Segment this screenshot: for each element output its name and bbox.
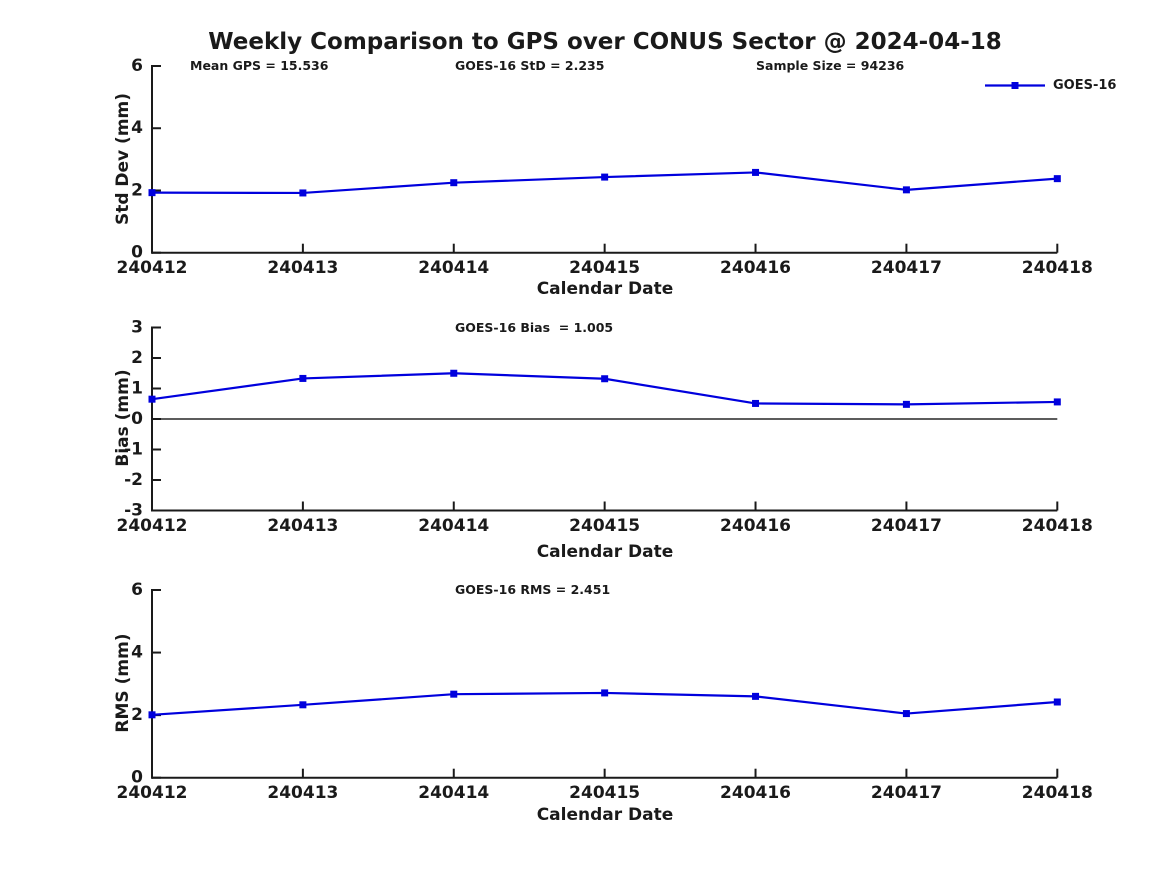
data-point-marker (902, 186, 910, 194)
data-point-marker (1053, 175, 1061, 183)
data-point-marker (148, 189, 156, 197)
x-tick-label: 240415 (569, 516, 640, 536)
x-tick-label: 240418 (1022, 516, 1093, 536)
y-axis-label-bias: Bias (mm) (113, 369, 133, 467)
legend-square-marker-icon (1011, 82, 1019, 89)
y-tick-label: 0 (131, 243, 143, 263)
annotation-mean-gps: Mean GPS = 15.536 (190, 58, 329, 73)
y-axis-label-std-dev: Std Dev (mm) (113, 92, 133, 226)
legend: GOES-16 (984, 77, 1116, 94)
annotation-goes16-rms: GOES-16 RMS = 2.451 (455, 582, 611, 597)
data-point-marker (450, 690, 458, 698)
y-tick-label: 4 (131, 643, 143, 663)
annotation-goes16-std: GOES-16 StD = 2.235 (455, 58, 605, 73)
x-axis-label-calendar-date-2: Calendar Date (536, 542, 674, 562)
y-tick-label: 0 (131, 409, 143, 429)
data-point-marker (902, 710, 910, 718)
y-tick-label: 4 (131, 118, 143, 138)
x-axis-label-calendar-date-1: Calendar Date (536, 279, 674, 299)
x-tick-label: 240416 (720, 783, 791, 803)
y-tick-label: 2 (131, 705, 143, 725)
y-axis-label-rms: RMS (mm) (113, 633, 133, 733)
x-tick-label: 240412 (117, 516, 188, 536)
data-point-marker (752, 168, 760, 176)
x-tick-label: 240416 (720, 516, 791, 536)
data-point-marker (450, 369, 458, 377)
annotation-goes16-bias: GOES-16 Bias = 1.005 (455, 320, 614, 335)
data-point-marker (299, 701, 307, 709)
x-tick-label: 240412 (117, 258, 188, 278)
y-tick-label: 2 (131, 348, 143, 368)
y-tick-label: -1 (124, 440, 143, 460)
data-point-marker (601, 173, 609, 181)
data-point-marker (752, 399, 760, 407)
x-tick-label: 240413 (267, 258, 338, 278)
y-tick-label: 3 (131, 318, 143, 338)
chart-title: Weekly Comparison to GPS over CONUS Sect… (208, 29, 1002, 55)
y-tick-label: 6 (131, 56, 143, 76)
y-tick-label: 2 (131, 180, 143, 200)
x-tick-label: 240417 (871, 258, 942, 278)
x-tick-label: 240414 (418, 258, 489, 278)
legend-line-marker-icon (985, 82, 1045, 89)
x-tick-label: 240418 (1022, 258, 1093, 278)
y-tick-label: -3 (124, 501, 143, 521)
y-tick-label: -2 (124, 470, 143, 490)
data-point-marker (1053, 398, 1061, 406)
x-tick-label: 240417 (871, 516, 942, 536)
data-point-marker (752, 692, 760, 700)
y-tick-label: 1 (131, 379, 143, 399)
x-tick-label: 240415 (569, 258, 640, 278)
x-tick-label: 240415 (569, 783, 640, 803)
x-tick-label: 240413 (267, 516, 338, 536)
data-point-marker (148, 711, 156, 719)
data-point-marker (299, 374, 307, 382)
y-tick-label: 6 (131, 580, 143, 600)
data-point-marker (450, 179, 458, 187)
x-axis-label-calendar-date-3: Calendar Date (536, 805, 674, 825)
data-point-marker (601, 375, 609, 383)
x-tick-label: 240413 (267, 783, 338, 803)
x-tick-label: 240416 (720, 258, 791, 278)
x-tick-label: 240417 (871, 783, 942, 803)
data-point-marker (902, 400, 910, 408)
data-point-marker (1053, 698, 1061, 706)
data-point-marker (148, 395, 156, 403)
annotation-sample-size: Sample Size = 94236 (756, 58, 905, 73)
x-tick-label: 240418 (1022, 783, 1093, 803)
x-tick-label: 240414 (418, 783, 489, 803)
legend-label: GOES-16 (1053, 78, 1117, 93)
x-tick-label: 240414 (418, 516, 489, 536)
y-tick-label: 0 (131, 768, 143, 788)
data-point-marker (601, 689, 609, 697)
data-point-marker (299, 189, 307, 197)
x-tick-label: 240412 (117, 783, 188, 803)
